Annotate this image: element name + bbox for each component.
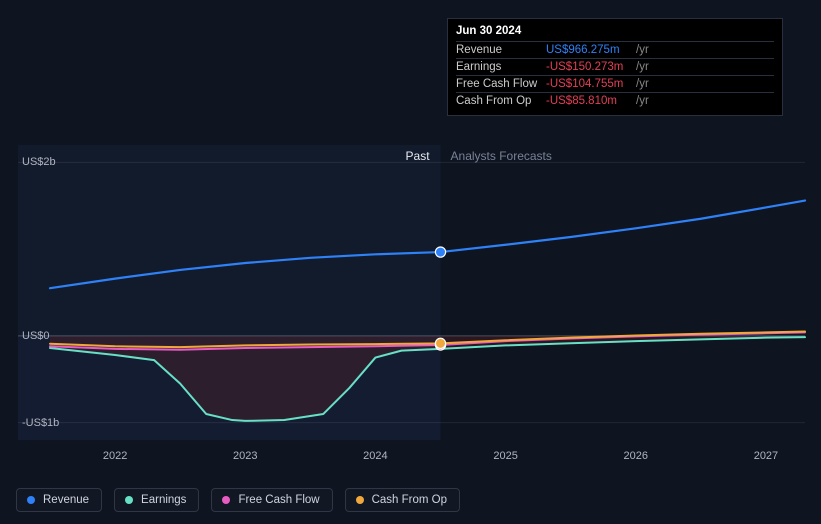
legend-swatch-icon [222, 496, 230, 504]
tooltip-value: -US$85.810m [546, 95, 632, 107]
x-tick-label: 2025 [493, 450, 517, 462]
tooltip-unit: /yr [632, 78, 649, 90]
legend-label: Cash From Op [372, 494, 447, 506]
tooltip-row: RevenueUS$966.275m/yr [456, 41, 774, 58]
tooltip-date: Jun 30 2024 [456, 25, 774, 41]
legend-label: Earnings [141, 494, 186, 506]
legend-swatch-icon [27, 496, 35, 504]
tooltip-value: -US$104.755m [546, 78, 632, 90]
legend-swatch-icon [125, 496, 133, 504]
legend-swatch-icon [356, 496, 364, 504]
legend-label: Revenue [43, 494, 89, 506]
y-tick-label: -US$1b [22, 417, 59, 429]
tooltip-key: Earnings [456, 61, 546, 73]
past-label: Past [406, 149, 430, 163]
x-tick-label: 2027 [754, 450, 778, 462]
hover-tooltip: Jun 30 2024 RevenueUS$966.275m/yrEarning… [447, 18, 783, 116]
earnings-forecast-chart: Past Analysts Forecasts Jun 30 2024 Reve… [0, 0, 821, 524]
tooltip-unit: /yr [632, 95, 649, 107]
x-tick-label: 2022 [103, 450, 127, 462]
tooltip-key: Cash From Op [456, 95, 546, 107]
tooltip-key: Revenue [456, 44, 546, 56]
tooltip-value: US$966.275m [546, 44, 632, 56]
legend-item-fcf[interactable]: Free Cash Flow [211, 488, 332, 512]
tooltip-row: Cash From Op-US$85.810m/yr [456, 92, 774, 109]
x-tick-label: 2024 [363, 450, 387, 462]
legend-label: Free Cash Flow [238, 494, 319, 506]
x-tick-label: 2026 [624, 450, 648, 462]
y-tick-label: US$0 [22, 330, 50, 342]
legend: Revenue Earnings Free Cash Flow Cash From O… [16, 488, 460, 512]
legend-item-cfo[interactable]: Cash From Op [345, 488, 460, 512]
tooltip-row: Earnings-US$150.273m/yr [456, 58, 774, 75]
legend-item-revenue[interactable]: Revenue [16, 488, 102, 512]
tooltip-unit: /yr [632, 61, 649, 73]
y-tick-label: US$2b [22, 156, 56, 168]
tooltip-key: Free Cash Flow [456, 78, 546, 90]
tooltip-value: -US$150.273m [546, 61, 632, 73]
tooltip-rows: RevenueUS$966.275m/yrEarnings-US$150.273… [456, 41, 774, 109]
tooltip-unit: /yr [632, 44, 649, 56]
tooltip-row: Free Cash Flow-US$104.755m/yr [456, 75, 774, 92]
legend-item-earnings[interactable]: Earnings [114, 488, 199, 512]
forecast-label: Analysts Forecasts [451, 149, 552, 163]
x-tick-label: 2023 [233, 450, 257, 462]
